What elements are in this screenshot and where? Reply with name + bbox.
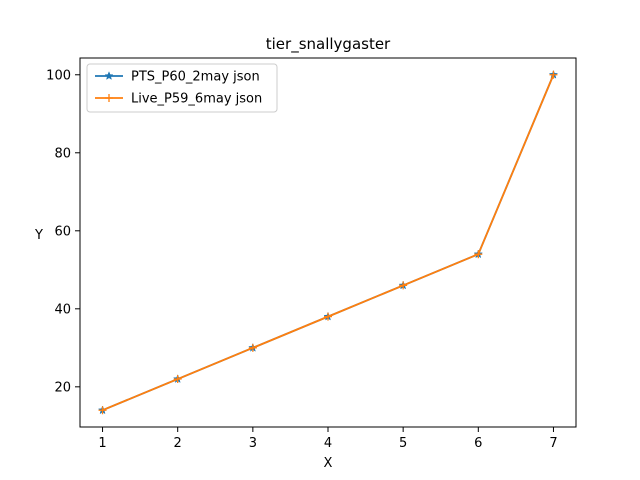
y-tick-label: 60	[54, 224, 71, 239]
legend-label: Live_P59_6may json	[131, 92, 262, 107]
legend-marker	[105, 94, 113, 102]
data-point	[324, 312, 332, 321]
y-axis-label: Y	[34, 228, 43, 243]
legend-label: PTS_P60_2may json	[131, 70, 260, 85]
data-point	[549, 70, 558, 79]
x-tick-label: 7	[549, 436, 557, 451]
y-tick-label: 20	[54, 380, 71, 395]
x-axis-label: X	[324, 456, 333, 471]
x-tick-label: 4	[324, 436, 332, 451]
data-point	[98, 406, 107, 415]
data-point	[474, 250, 483, 259]
legend-marker	[104, 71, 114, 80]
x-tick-label: 3	[249, 436, 257, 451]
data-point	[248, 343, 257, 352]
series-layer	[97, 69, 559, 415]
data-point	[173, 375, 182, 384]
legend: PTS_P60_2may json Live_P59_6may json	[86, 63, 278, 113]
x-tick-label: 1	[98, 436, 106, 451]
data-point	[399, 281, 408, 290]
legend-box	[86, 63, 278, 113]
y-axis: 20 40 60 80 100	[46, 68, 80, 395]
y-tick-label: 100	[46, 68, 71, 83]
series-2	[98, 70, 558, 415]
y-tick-label: 80	[54, 146, 71, 161]
x-tick-label: 6	[474, 436, 482, 451]
x-axis: 1 2 3 4 5 6 7	[98, 427, 558, 451]
chart-title: tier_snallygaster	[266, 35, 391, 54]
y-tick-label: 40	[54, 302, 71, 317]
x-tick-label: 5	[399, 436, 407, 451]
x-tick-label: 2	[174, 436, 182, 451]
